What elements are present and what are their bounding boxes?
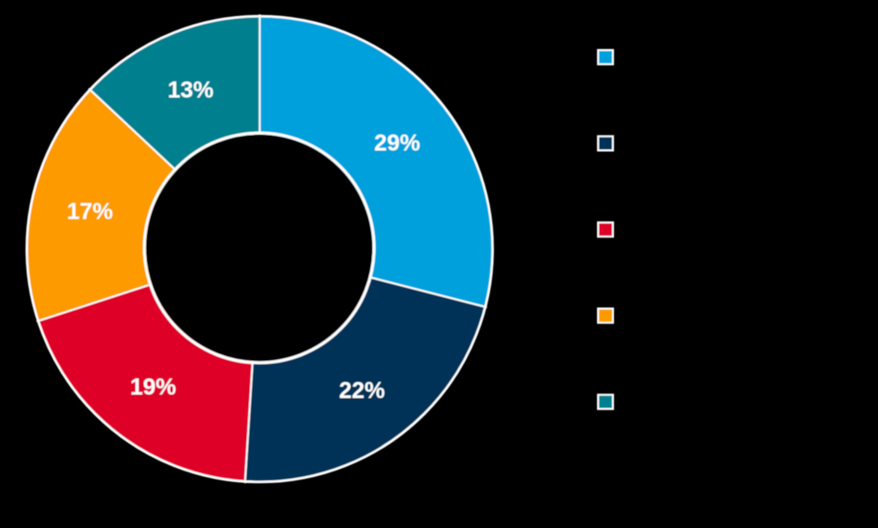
svg-text:29%: 29% (374, 129, 420, 155)
svg-text:19%: 19% (130, 374, 176, 400)
svg-text:17%: 17% (67, 198, 113, 224)
svg-text:22%: 22% (339, 377, 385, 403)
svg-text:13%: 13% (168, 76, 214, 102)
